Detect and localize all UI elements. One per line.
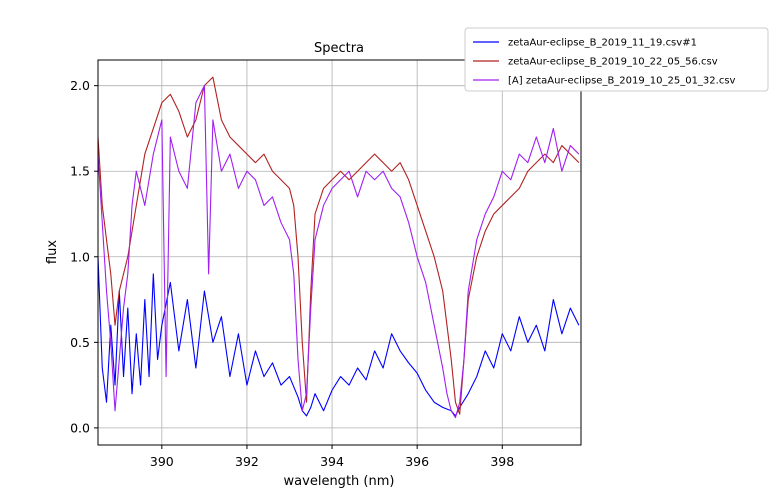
x-tick-label: 398 <box>490 454 514 469</box>
chart-title: Spectra <box>314 41 364 56</box>
legend: zetaAur-eclipse_B_2019_11_19.csv#1 zetaAu… <box>464 27 769 92</box>
y-tick-label: 1.5 <box>70 164 90 179</box>
y-tick-label: 1.0 <box>70 249 90 264</box>
legend-label-2: zetaAur-eclipse_B_2019_10_22_05_56.csv <box>508 57 718 68</box>
series-line-2 <box>98 76 580 415</box>
x-tick-label: 390 <box>150 454 174 469</box>
series-layer <box>98 76 580 419</box>
x-axis-label: wavelength (nm) <box>284 474 395 489</box>
plot-frame <box>97 59 582 446</box>
x-tick-label: 392 <box>235 454 259 469</box>
y-tick-label: 0.0 <box>70 420 90 435</box>
y-axis-label: flux <box>45 240 60 264</box>
legend-label-3: [A] zetaAur-eclipse_B_2019_10_25_01_32.c… <box>508 76 736 87</box>
y-axis-ticks: 0.0 0.5 1.0 1.5 2.0 <box>70 78 98 435</box>
y-tick-label: 0.5 <box>70 335 90 350</box>
y-tick-label: 2.0 <box>70 78 90 93</box>
series-line-3 <box>98 85 580 419</box>
legend-label-1: zetaAur-eclipse_B_2019_11_19.csv#1 <box>508 38 697 49</box>
x-axis-ticks: 390 392 394 396 398 <box>150 445 514 469</box>
x-tick-label: 394 <box>320 454 344 469</box>
legend-box <box>464 27 769 92</box>
legend-entries: zetaAur-eclipse_B_2019_11_19.csv#1 zetaAu… <box>473 38 736 87</box>
x-tick-label: 396 <box>405 454 429 469</box>
series-line-1 <box>98 256 580 417</box>
